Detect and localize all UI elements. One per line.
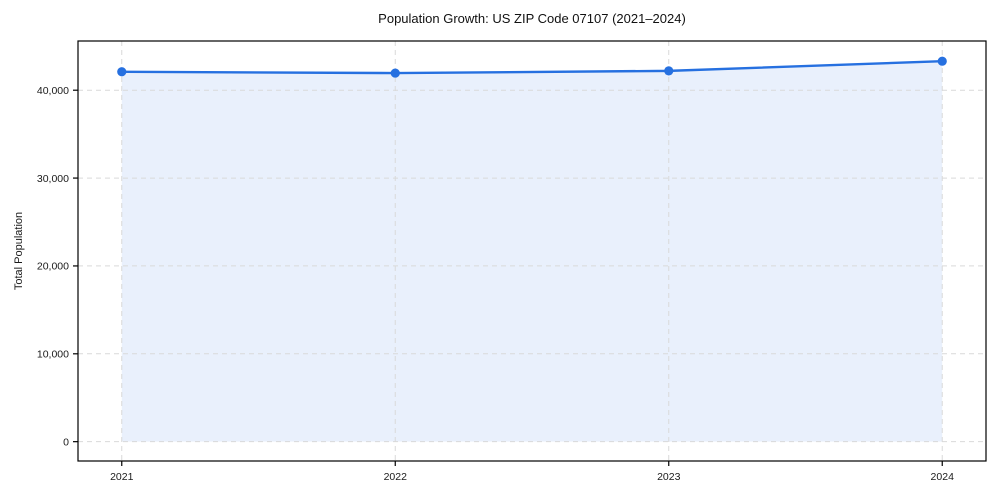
area-fill	[121, 61, 943, 442]
x-tick-label: 2023	[657, 471, 681, 483]
data-point	[664, 66, 674, 76]
x-tick-label: 2022	[384, 471, 408, 483]
x-tick-label: 2021	[110, 471, 134, 483]
data-point	[390, 68, 400, 78]
line-series	[120, 60, 944, 75]
y-tick-label: 20,000	[37, 261, 69, 273]
data-point	[117, 67, 127, 77]
y-tick-label: 30,000	[37, 173, 69, 185]
plot-border	[77, 40, 987, 462]
x-tick-label: 2024	[931, 471, 955, 483]
y-tick-label: 40,000	[37, 85, 69, 97]
y-tick-label: 0	[63, 436, 69, 448]
y-tick-label: 10,000	[37, 349, 69, 361]
chart-title: Population Growth: US ZIP Code 07107 (20…	[378, 11, 686, 26]
data-point	[937, 56, 947, 66]
